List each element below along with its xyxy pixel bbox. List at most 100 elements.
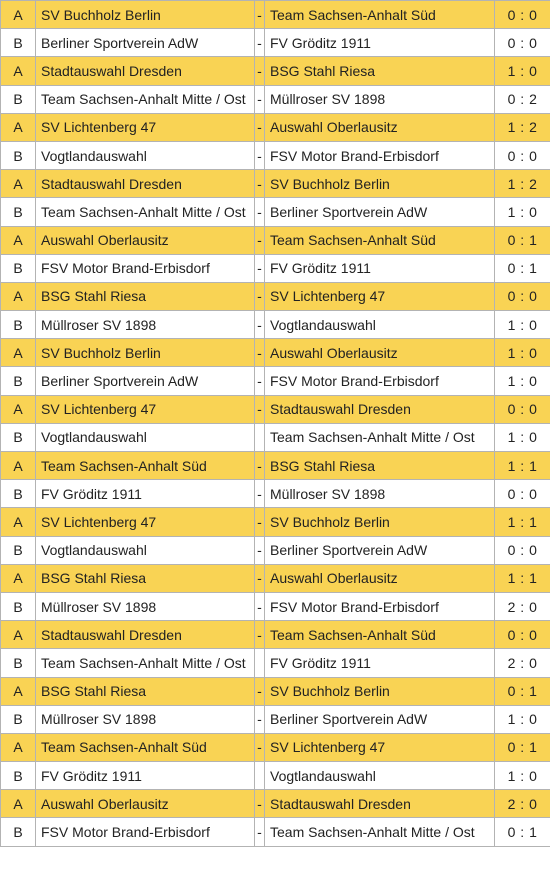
- separator-cell: -: [254, 620, 265, 650]
- away-team-cell: Müllroser SV 1898: [264, 84, 495, 114]
- home-team-text: SV Lichtenberg 47: [41, 401, 157, 418]
- group-text: A: [13, 795, 23, 812]
- score-text: 0 : 0: [507, 6, 538, 23]
- table-row: B Team Sachsen-Anhalt Mitte / Ost - Berline…: [0, 197, 550, 227]
- away-team-text: Auswahl Oberlausitz: [270, 119, 398, 136]
- table-row: A SV Lichtenberg 47 - Stadtauswahl Dresden 0…: [0, 394, 550, 424]
- home-team-text: Vogtlandauswahl: [41, 429, 147, 446]
- group-cell: A: [0, 169, 36, 199]
- separator-cell: -: [254, 197, 265, 227]
- group-text: B: [13, 711, 23, 728]
- score-cell: 1 : 0: [494, 761, 550, 791]
- home-team-cell: Berliner Sportverein AdW: [35, 366, 255, 396]
- group-text: B: [13, 598, 23, 615]
- score-text: 1 : 1: [507, 457, 538, 474]
- score-cell: 1 : 0: [494, 704, 550, 734]
- away-team-text: FV Gröditz 1911: [270, 654, 371, 671]
- group-text: A: [13, 626, 23, 643]
- group-text: B: [13, 203, 23, 220]
- separator-text: -: [257, 401, 262, 418]
- table-row: A Auswahl Oberlausitz - Team Sachsen-Anhalt…: [0, 225, 550, 255]
- separator-cell: -: [254, 563, 265, 593]
- group-cell: A: [0, 281, 36, 312]
- home-team-text: Müllroser SV 1898: [41, 711, 157, 728]
- group-cell: A: [0, 112, 36, 142]
- away-team-cell: Vogtlandauswahl: [264, 761, 495, 791]
- group-cell: A: [0, 338, 36, 368]
- separator-text: -: [257, 485, 262, 502]
- away-team-cell: FV Gröditz 1911: [264, 28, 495, 58]
- group-text: B: [13, 654, 23, 671]
- score-text: 1 : 0: [507, 767, 538, 784]
- separator-text: -: [257, 683, 262, 700]
- home-team-text: Auswahl Oberlausitz: [41, 795, 169, 812]
- separator-cell: -: [254, 817, 265, 847]
- separator-text: -: [257, 34, 262, 51]
- separator-text: -: [257, 119, 262, 136]
- separator-text: -: [257, 598, 262, 615]
- home-team-cell: Vogtlandauswahl: [35, 535, 255, 565]
- home-team-cell: BSG Stahl Riesa: [35, 281, 255, 312]
- away-team-text: Team Sachsen-Anhalt Süd: [270, 626, 436, 643]
- away-team-text: Berliner Sportverein AdW: [270, 203, 428, 220]
- separator-text: -: [257, 6, 262, 23]
- away-team-cell: Vogtlandauswahl: [264, 310, 495, 340]
- table-row: A Stadtauswahl Dresden - BSG Stahl Riesa 1 :…: [0, 56, 550, 86]
- group-cell: A: [0, 620, 36, 650]
- score-cell: 1 : 0: [494, 310, 550, 340]
- home-team-cell: Stadtauswahl Dresden: [35, 169, 255, 199]
- home-team-text: Berliner Sportverein AdW: [41, 34, 199, 51]
- group-text: B: [13, 485, 23, 502]
- separator-text: -: [257, 795, 262, 812]
- table-row: A BSG Stahl Riesa - SV Lichtenberg 47 0 : 0: [0, 281, 550, 312]
- score-text: 0 : 1: [507, 232, 538, 249]
- home-team-text: FSV Motor Brand-Erbisdorf: [41, 824, 210, 841]
- away-team-text: Auswahl Oberlausitz: [270, 344, 398, 361]
- separator-text: -: [257, 570, 262, 587]
- away-team-cell: BSG Stahl Riesa: [264, 450, 495, 481]
- group-cell: B: [0, 479, 36, 509]
- separator-text: -: [257, 316, 262, 333]
- group-cell: B: [0, 591, 36, 622]
- home-team-cell: SV Lichtenberg 47: [35, 112, 255, 142]
- home-team-text: FV Gröditz 1911: [41, 485, 142, 502]
- away-team-cell: FSV Motor Brand-Erbisdorf: [264, 366, 495, 396]
- home-team-text: Stadtauswahl Dresden: [41, 62, 182, 79]
- score-cell: 1 : 1: [494, 450, 550, 481]
- score-cell: 1 : 0: [494, 366, 550, 396]
- separator-cell: -: [254, 732, 265, 763]
- score-cell: 1 : 1: [494, 563, 550, 593]
- away-team-text: Auswahl Oberlausitz: [270, 570, 398, 587]
- group-text: B: [13, 373, 23, 390]
- home-team-cell: Auswahl Oberlausitz: [35, 789, 255, 819]
- home-team-cell: SV Buchholz Berlin: [35, 0, 255, 30]
- score-text: 0 : 0: [507, 485, 538, 502]
- group-cell: A: [0, 676, 36, 706]
- separator-cell: -: [254, 535, 265, 565]
- away-team-cell: Team Sachsen-Anhalt Mitte / Ost: [264, 817, 495, 847]
- separator-text: -: [257, 739, 262, 756]
- group-text: B: [13, 34, 23, 51]
- separator-cell: -: [254, 28, 265, 58]
- separator-text: -: [257, 147, 262, 164]
- score-cell: 0 : 0: [494, 479, 550, 509]
- score-text: 0 : 0: [507, 34, 538, 51]
- group-cell: B: [0, 535, 36, 565]
- away-team-text: Team Sachsen-Anhalt Süd: [270, 6, 436, 23]
- score-cell: 1 : 2: [494, 169, 550, 199]
- score-text: 1 : 0: [507, 429, 538, 446]
- home-team-text: FSV Motor Brand-Erbisdorf: [41, 260, 210, 277]
- group-text: A: [13, 62, 23, 79]
- separator-cell: -: [254, 338, 265, 368]
- away-team-text: BSG Stahl Riesa: [270, 457, 376, 474]
- home-team-cell: Stadtauswahl Dresden: [35, 56, 255, 86]
- score-cell: 1 : 2: [494, 112, 550, 142]
- score-cell: 1 : 0: [494, 197, 550, 227]
- home-team-cell: BSG Stahl Riesa: [35, 563, 255, 593]
- home-team-text: Auswahl Oberlausitz: [41, 232, 169, 249]
- score-text: 0 : 0: [507, 542, 538, 559]
- table-row: B Müllroser SV 1898 - Vogtlandauswahl 1 : 0: [0, 310, 550, 340]
- home-team-cell: FSV Motor Brand-Erbisdorf: [35, 817, 255, 847]
- score-text: 1 : 0: [507, 711, 538, 728]
- separator-cell: -: [254, 253, 265, 283]
